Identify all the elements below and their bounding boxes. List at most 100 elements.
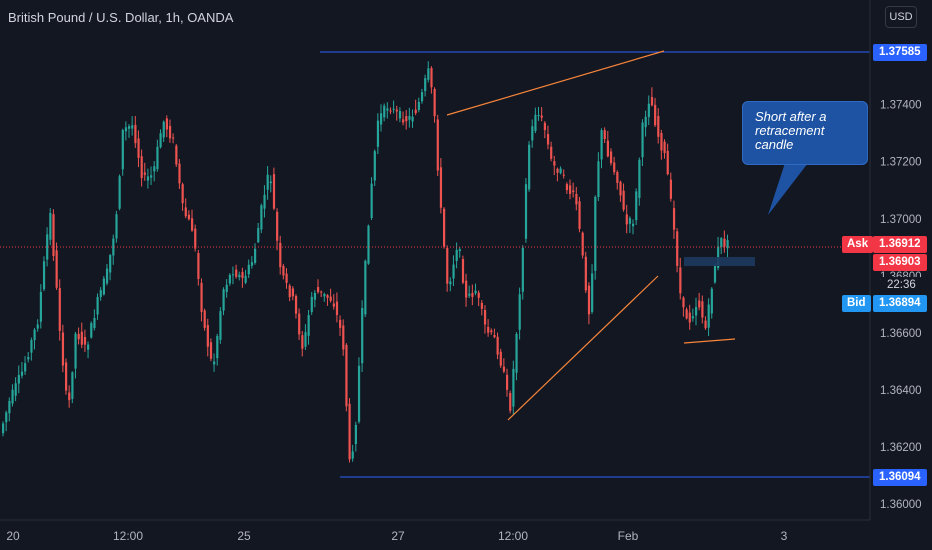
- candle-body: [294, 296, 298, 314]
- candle-body: [74, 333, 77, 369]
- candle-body: [723, 238, 726, 247]
- candle-body: [219, 311, 222, 340]
- candle-body: [603, 130, 606, 140]
- candle-body: [247, 264, 250, 275]
- candle-body: [317, 287, 320, 293]
- candle-body: [540, 115, 543, 118]
- candle-body: [87, 344, 90, 350]
- candle-body: [191, 218, 194, 231]
- trendline-lower-wedge: [507, 275, 659, 421]
- time-tick-label: 12:00: [498, 529, 528, 543]
- candle-body: [367, 225, 370, 264]
- candle-body: [591, 273, 594, 312]
- candle-body: [515, 333, 518, 373]
- candle-body: [553, 161, 556, 166]
- time-tick-label: Feb: [618, 529, 639, 543]
- candle-body: [102, 278, 105, 295]
- candle-body: [228, 274, 231, 284]
- candle-body: [49, 213, 52, 240]
- candle-body: [351, 451, 354, 459]
- candle-body: [490, 330, 493, 333]
- candle-body: [537, 115, 540, 117]
- candle-body: [200, 282, 203, 312]
- candle-body: [65, 362, 68, 391]
- candle-body: [688, 312, 691, 323]
- candle-body: [613, 162, 616, 173]
- candle-body: [380, 113, 383, 125]
- candle-body: [345, 344, 348, 407]
- candle-body: [61, 332, 65, 366]
- candle-body: [581, 232, 584, 256]
- candle-body: [342, 325, 345, 350]
- candle-body: [578, 201, 581, 229]
- candle-body: [11, 389, 14, 404]
- annotation-callout[interactable]: [742, 101, 868, 165]
- candle-body: [187, 214, 191, 220]
- candle-body: [24, 363, 27, 372]
- candle-body: [143, 172, 146, 175]
- candle-body: [52, 214, 55, 256]
- candle-body: [33, 329, 36, 341]
- candle-body: [14, 383, 17, 396]
- candle-body: [695, 307, 698, 316]
- candle-body: [39, 291, 42, 322]
- candle-body: [134, 124, 137, 144]
- candle-body: [231, 274, 235, 276]
- currency-button[interactable]: USD: [885, 6, 917, 28]
- candle-body: [398, 111, 402, 119]
- resistance-price-tag: 1.37585: [873, 44, 927, 61]
- candle-body: [109, 255, 112, 273]
- candle-body: [266, 174, 269, 190]
- candle-body: [685, 309, 688, 319]
- callout-pointer: [768, 163, 808, 215]
- candle-body: [521, 247, 524, 292]
- candle-body: [203, 310, 206, 328]
- candle-body: [20, 371, 24, 376]
- candle-body: [509, 393, 512, 411]
- candle-body: [550, 146, 553, 159]
- candle-body: [461, 259, 465, 283]
- candle-body: [543, 122, 546, 131]
- candle-body: [420, 92, 424, 102]
- candle-body: [159, 133, 162, 148]
- candle-body: [575, 194, 578, 205]
- candle-body: [691, 316, 695, 319]
- candle-body: [370, 183, 373, 218]
- candle-body: [386, 108, 389, 111]
- candle-body: [559, 168, 562, 174]
- candle-body: [502, 366, 506, 372]
- time-tick-label: 20: [6, 529, 20, 543]
- candle-body: [465, 280, 468, 298]
- candle-body: [213, 361, 216, 365]
- candle-body: [291, 288, 294, 297]
- candle-body: [329, 296, 332, 301]
- candle-body: [323, 293, 326, 297]
- candle-body: [446, 248, 449, 284]
- trendline-upper-wedge: [446, 50, 665, 116]
- candle-body: [641, 122, 644, 158]
- candle-body: [452, 264, 455, 279]
- candle-body: [647, 103, 650, 118]
- candle-body: [140, 156, 143, 179]
- candle-body: [676, 231, 679, 266]
- candle-body: [165, 118, 168, 130]
- candle-body: [710, 288, 713, 314]
- candle-body: [17, 374, 20, 384]
- candle-body: [487, 326, 490, 333]
- candle-body: [263, 194, 266, 209]
- candle-body: [619, 181, 622, 196]
- candle-body: [609, 151, 613, 164]
- candle-body: [216, 336, 219, 359]
- candle-body: [660, 132, 663, 151]
- candle-body: [635, 191, 638, 221]
- candle-body: [172, 137, 175, 139]
- candle-body: [632, 223, 635, 227]
- time-tick-label: 12:00: [113, 529, 143, 543]
- candle-body: [597, 161, 600, 197]
- candle-body: [584, 256, 587, 291]
- candle-body: [272, 174, 276, 209]
- candle-body: [556, 168, 559, 173]
- candle-body: [628, 218, 632, 224]
- candle-body: [427, 68, 430, 80]
